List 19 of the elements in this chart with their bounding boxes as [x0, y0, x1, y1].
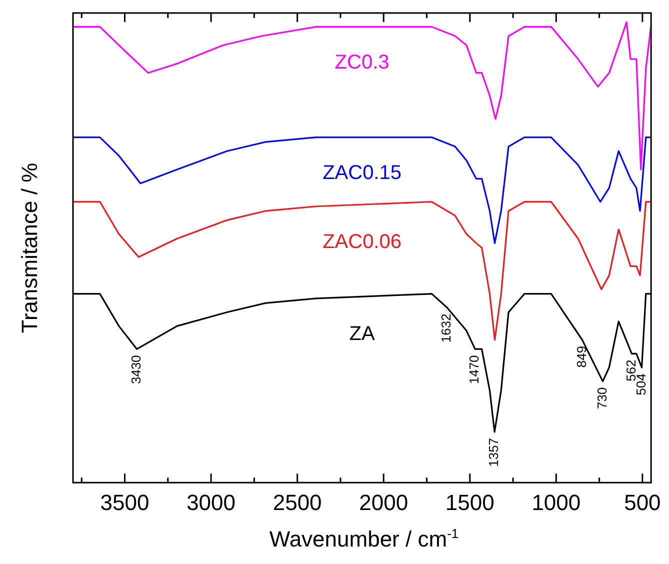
x-tick-label: 2500 [272, 490, 322, 515]
x-tick-label: 1000 [532, 490, 581, 515]
series-label: ZA [349, 322, 376, 345]
annotation: 849 [574, 346, 589, 368]
x-tick-label: 2000 [359, 490, 408, 515]
x-tick-label: 1500 [445, 490, 494, 515]
x-tick-label: 3500 [100, 490, 150, 515]
series-label: ZAC0.15 [322, 162, 402, 184]
annotation: 1357 [486, 438, 502, 467]
y-axis-title: Transmitance / % [17, 162, 43, 334]
annotation: 1632 [438, 314, 454, 343]
annotation: 3430 [128, 355, 144, 384]
x-tick-label: 500 [624, 490, 661, 515]
series-label: ZAC0.06 [322, 230, 402, 253]
x-tick-label: 3000 [186, 490, 236, 515]
annotation: 730 [594, 387, 610, 410]
series-label: ZC0.3 [334, 51, 390, 74]
x-axis-title: Wavenumber / cm$^{-1}$ [268, 526, 460, 552]
annotation: 1470 [466, 355, 482, 384]
